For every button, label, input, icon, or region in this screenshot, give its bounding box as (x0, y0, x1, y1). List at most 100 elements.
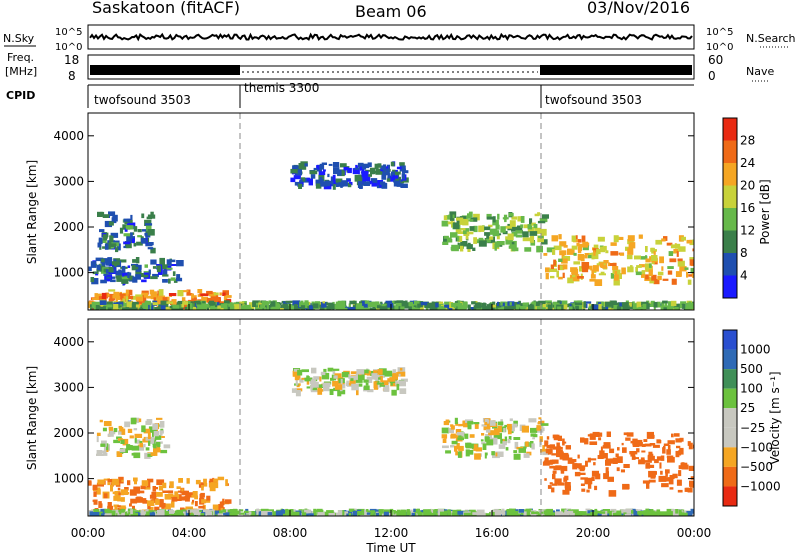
velocity-echo-cell (127, 428, 133, 433)
velocity-echo-cell (361, 369, 370, 374)
velocity-echo-cell (356, 369, 365, 375)
velocity-echo-cell (646, 482, 650, 489)
velocity-echo-cell (497, 451, 504, 457)
power-echo-cell (303, 177, 309, 183)
power-echo-cell (473, 213, 480, 221)
power-echo-cell (590, 274, 596, 279)
velocity-echo-cell (648, 470, 656, 478)
power-echo-cell (417, 303, 421, 308)
power-echo-cell (131, 238, 135, 244)
velocity-echo-cell (621, 442, 624, 446)
power-echo-cell (550, 264, 554, 270)
power-echo-cell (139, 307, 144, 310)
power-echo-cell (357, 181, 363, 188)
power-echo-cell (106, 303, 113, 308)
power-echo-cell (199, 306, 206, 310)
velocity-echo-cell (448, 512, 454, 516)
velocity-echo-cell (119, 506, 127, 509)
power-echo-cell (137, 229, 142, 233)
velocity-echo-cell (389, 377, 396, 382)
velocity-echo-cell (232, 508, 238, 514)
velocity-echo-cell (177, 490, 183, 493)
velocity-echo-cell (580, 477, 588, 480)
velocity-echo-cell (617, 447, 620, 451)
velocity-echo-cell (490, 437, 498, 445)
power-echo-cell (157, 295, 166, 301)
velocity-echo-cell (195, 479, 201, 485)
power-echo-cell (466, 231, 474, 235)
power-echo-cell (655, 304, 662, 308)
velocity-echo-cell (356, 509, 362, 513)
velocity-echo-cell (656, 456, 662, 461)
power-echo-cell (550, 275, 555, 279)
power-echo-cell (348, 303, 351, 308)
power-echo-cell (176, 277, 183, 282)
velocity-echo-cell (462, 420, 468, 425)
velocity-echo-cell (381, 380, 389, 386)
velocity-echo-cell (680, 512, 688, 516)
velocity-echo-cell (222, 507, 225, 511)
power-echo-cell (135, 266, 139, 270)
power-echo-cell (282, 304, 288, 308)
velocity-echo-cell (317, 512, 325, 516)
velocity-echo-cell (222, 498, 225, 506)
velocity-echo-cell (121, 479, 124, 482)
power-echo-cell (338, 307, 343, 310)
velocity-echo-cell (349, 508, 355, 512)
power-echo-cell (505, 236, 511, 240)
power-echo-cell (627, 248, 634, 255)
velocity-echo-cell (209, 478, 218, 486)
velocity-echo-cell (396, 383, 400, 391)
power-echo-cell (515, 234, 522, 238)
velocity-echo-cell (107, 479, 113, 483)
velocity-echo-cell (578, 511, 587, 516)
power-echo-cell (380, 165, 386, 170)
power-echo-cell (449, 302, 453, 309)
power-echo-cell (534, 213, 540, 217)
power-echo-cell (613, 305, 618, 310)
velocity-echo-cell (458, 445, 464, 451)
velocity-echo-cell (450, 445, 455, 448)
velocity-echo-cell (152, 423, 158, 430)
power-echo-cell (184, 306, 189, 310)
velocity-echo-cell (363, 385, 370, 390)
velocity-echo-cell (630, 440, 633, 444)
velocity-echo-cell (395, 380, 398, 386)
velocity-echo-cell (258, 511, 261, 516)
power-echo-cell (165, 296, 170, 303)
velocity-echo-cell (577, 454, 580, 459)
velocity-echo-cell (165, 512, 169, 516)
velocity-echo-cell (147, 500, 155, 507)
velocity-echo-cell (594, 508, 598, 514)
velocity-echo-cell (600, 446, 603, 452)
velocity-echo-cell (475, 447, 483, 452)
power-echo-cell (573, 252, 577, 256)
velocity-echo-cell (162, 482, 167, 489)
velocity-echo-cell (578, 465, 586, 470)
velocity-echo-cell (131, 445, 140, 451)
power-echo-cell (113, 304, 119, 310)
power-echo-cell (335, 178, 343, 183)
velocity-echo-cell (525, 441, 529, 447)
velocity-echo-cell (678, 510, 682, 516)
velocity-echo-cell (667, 440, 675, 445)
velocity-echo-cell (118, 476, 124, 484)
power-ylabel: Slant Range [km] (25, 160, 39, 264)
velocity-echo-cell (487, 419, 490, 424)
power-echo-cell (131, 301, 139, 305)
velocity-echo-cell (523, 511, 527, 516)
velocity-echo-cell (139, 514, 142, 516)
power-echo-cell (492, 219, 499, 226)
power-echo-cell (312, 303, 319, 309)
velocity-echo-cell (464, 433, 469, 439)
velocity-echo-cell (134, 439, 141, 444)
velocity-echo-cell (650, 434, 655, 439)
velocity-echo-cell (348, 513, 352, 516)
power-echo-cell (496, 233, 500, 240)
velocity-echo-cell (483, 424, 491, 431)
power-echo-cell (150, 247, 156, 254)
power-echo-cell (677, 258, 683, 262)
power-echo-cell (393, 300, 398, 305)
power-echo-cell (425, 307, 429, 310)
velocity-echo-cell (584, 477, 593, 485)
